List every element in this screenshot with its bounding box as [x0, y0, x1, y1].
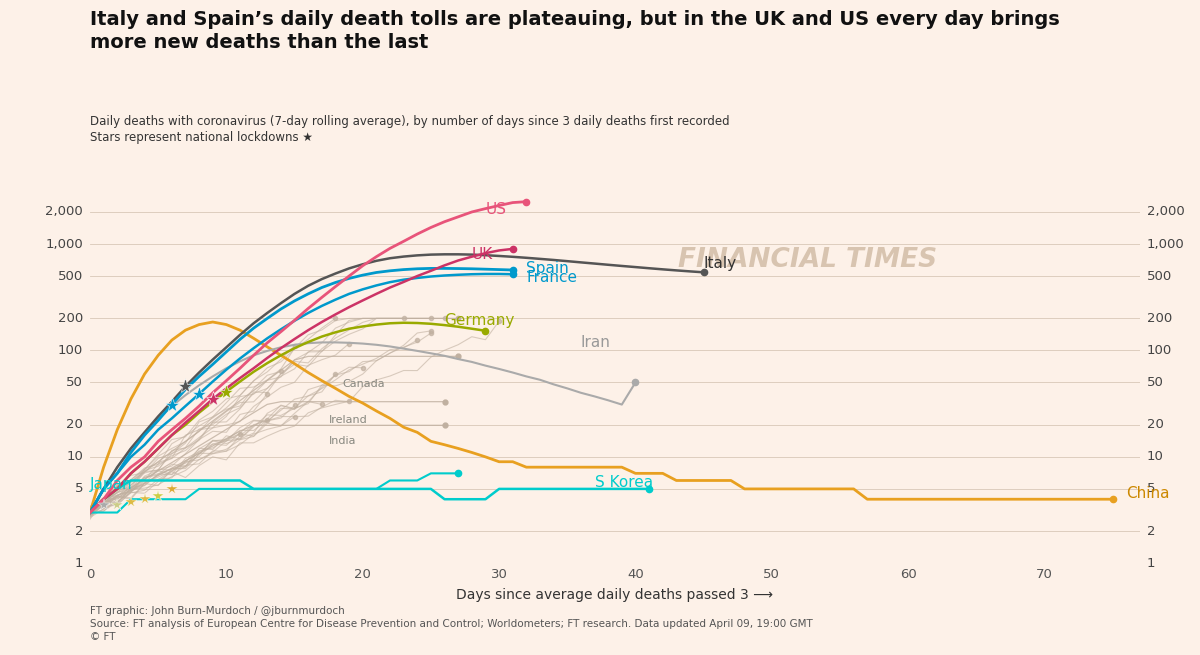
Text: 200: 200 [58, 312, 83, 325]
Text: FT graphic: John Burn-Murdoch / @jburnmurdoch: FT graphic: John Burn-Murdoch / @jburnmu… [90, 606, 344, 616]
Text: Source: FT analysis of European Centre for Disease Prevention and Control; World: Source: FT analysis of European Centre f… [90, 619, 812, 629]
Text: © FT: © FT [90, 632, 115, 642]
Text: 2: 2 [1147, 525, 1156, 538]
Text: 2: 2 [74, 525, 83, 538]
Text: 1: 1 [74, 557, 83, 570]
Text: Spain: Spain [527, 261, 569, 276]
Text: Iran: Iran [581, 335, 611, 350]
Text: 1: 1 [1147, 557, 1156, 570]
Text: Canada: Canada [342, 379, 385, 389]
Text: 20: 20 [66, 419, 83, 432]
Text: 20: 20 [1147, 419, 1164, 432]
Text: 100: 100 [1147, 344, 1172, 357]
X-axis label: Days since average daily deaths passed 3 ⟶: Days since average daily deaths passed 3… [456, 588, 774, 602]
Text: 500: 500 [58, 270, 83, 282]
Text: 10: 10 [1147, 451, 1164, 463]
Text: FINANCIAL TIMES: FINANCIAL TIMES [678, 247, 937, 273]
Text: 2,000: 2,000 [46, 206, 83, 219]
Text: Italy: Italy [703, 255, 737, 271]
Text: France: France [527, 271, 577, 286]
Text: Italy and Spain’s daily death tolls are plateauing, but in the UK and US every d: Italy and Spain’s daily death tolls are … [90, 10, 1060, 52]
Text: 50: 50 [66, 376, 83, 389]
Text: Japan: Japan [90, 477, 133, 492]
Text: Germany: Germany [444, 313, 515, 328]
Text: 500: 500 [1147, 270, 1172, 282]
Text: China: China [1127, 486, 1170, 501]
Text: US: US [486, 202, 506, 217]
Text: 200: 200 [1147, 312, 1172, 325]
Text: 5: 5 [74, 483, 83, 495]
Text: 10: 10 [66, 451, 83, 463]
Text: Daily deaths with coronavirus (7-day rolling average), by number of days since 3: Daily deaths with coronavirus (7-day rol… [90, 115, 730, 128]
Text: India: India [329, 436, 356, 446]
Text: 1,000: 1,000 [1147, 238, 1184, 250]
Text: 1,000: 1,000 [46, 238, 83, 250]
Text: UK: UK [472, 247, 493, 262]
Text: 5: 5 [1147, 483, 1156, 495]
Text: 2,000: 2,000 [1147, 206, 1184, 219]
Text: 100: 100 [58, 344, 83, 357]
Text: 50: 50 [1147, 376, 1164, 389]
Text: Ireland: Ireland [329, 415, 367, 426]
Text: S Korea: S Korea [594, 474, 653, 489]
Text: Stars represent national lockdowns ★: Stars represent national lockdowns ★ [90, 131, 313, 144]
